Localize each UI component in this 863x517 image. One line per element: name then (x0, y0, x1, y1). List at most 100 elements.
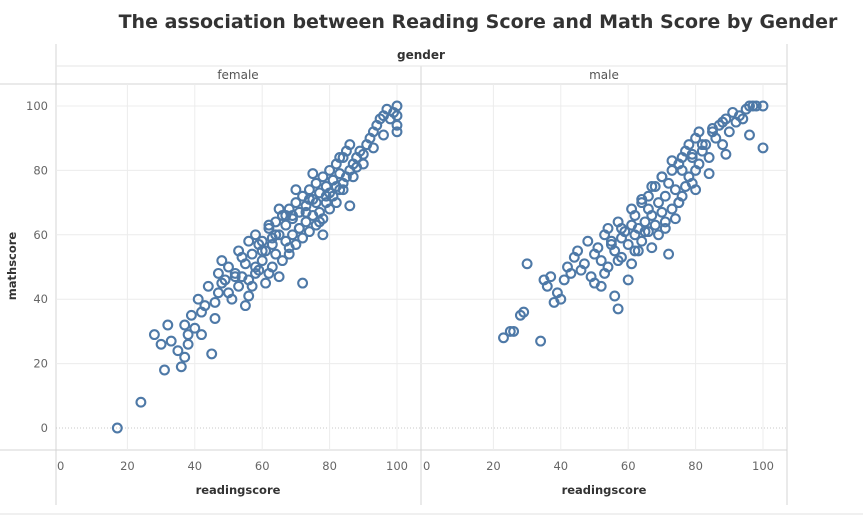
data-point (541, 280, 553, 292)
data-point (344, 200, 356, 212)
data-point (287, 213, 298, 225)
data-point (545, 271, 557, 283)
data-point (626, 258, 638, 270)
y-tick-label: 80 (33, 163, 48, 177)
data-point (189, 322, 201, 334)
data-point (111, 422, 123, 434)
x-tick-label: 40 (553, 459, 568, 473)
x-tick-label: 60 (621, 459, 636, 473)
facet-header-label: gender (397, 48, 445, 62)
data-point (391, 126, 403, 138)
data-point (649, 219, 661, 231)
panel-female-label: female (217, 68, 258, 82)
panel-male-label: male (589, 68, 619, 82)
y-axis-title: mathscore (5, 232, 19, 301)
data-point (642, 226, 654, 238)
x-tick-label: 40 (187, 459, 202, 473)
data-point (310, 197, 322, 209)
data-point (330, 197, 342, 209)
data-point (347, 171, 359, 183)
data-point (632, 245, 644, 257)
data-point (148, 329, 160, 341)
data-point (639, 226, 651, 238)
data-points (111, 100, 769, 434)
data-point (656, 171, 668, 183)
chart-title: The association between Reading Score an… (119, 11, 838, 33)
data-point (518, 306, 530, 318)
data-point (324, 164, 336, 176)
data-point (357, 158, 369, 170)
data-point (223, 261, 234, 273)
data-point (666, 203, 678, 215)
data-point (649, 181, 661, 192)
data-point (582, 235, 594, 247)
data-point (717, 139, 729, 151)
data-point (703, 152, 715, 163)
x-axis-title-female: readingscore (196, 483, 281, 497)
data-point (334, 152, 346, 163)
y-tick-label: 40 (33, 292, 48, 306)
x-tick-label: 100 (752, 459, 774, 473)
data-point (159, 364, 170, 376)
data-point (653, 229, 664, 241)
data-point (182, 329, 194, 341)
data-point (646, 210, 658, 221)
data-point (558, 274, 570, 286)
data-point (609, 290, 621, 302)
data-point (243, 290, 255, 302)
data-point (266, 239, 278, 250)
data-point (196, 329, 207, 341)
data-point (307, 168, 319, 180)
data-point (602, 261, 614, 273)
data-point (206, 348, 218, 360)
data-point (602, 222, 614, 234)
data-point (344, 139, 356, 151)
data-point (605, 235, 617, 247)
data-point (636, 235, 648, 247)
data-point (290, 197, 302, 209)
x-tick-label: 80 (688, 459, 703, 473)
data-point (646, 242, 658, 254)
data-point (300, 206, 312, 218)
data-point (646, 181, 658, 192)
data-point (229, 271, 241, 283)
data-point (612, 255, 624, 267)
data-point (243, 235, 255, 247)
data-point (293, 206, 305, 218)
x-tick-label: 60 (255, 459, 270, 473)
data-point (535, 335, 547, 347)
data-point (199, 300, 211, 312)
data-point (686, 148, 698, 160)
data-point (616, 222, 627, 234)
data-point (578, 258, 590, 270)
data-point (555, 293, 567, 305)
data-point (612, 303, 624, 315)
data-point (317, 171, 329, 183)
data-point (626, 203, 638, 215)
data-point (175, 361, 187, 373)
data-point (290, 184, 302, 196)
data-point (250, 229, 261, 241)
data-point (179, 351, 191, 363)
data-point (297, 277, 309, 289)
data-point (693, 158, 705, 170)
data-point (378, 129, 389, 141)
data-point (666, 155, 678, 167)
data-point (260, 277, 272, 289)
data-point (744, 100, 755, 112)
data-point (212, 287, 224, 299)
data-point (202, 280, 214, 292)
data-point (165, 335, 177, 347)
data-point (283, 242, 295, 254)
data-point (595, 280, 607, 292)
gridlines (56, 84, 787, 450)
data-point (310, 177, 322, 189)
data-point (246, 248, 258, 260)
data-point (303, 226, 315, 238)
data-point (260, 245, 272, 257)
data-point (246, 280, 258, 292)
data-point (673, 197, 685, 209)
data-point (209, 313, 221, 324)
data-point (622, 239, 634, 250)
